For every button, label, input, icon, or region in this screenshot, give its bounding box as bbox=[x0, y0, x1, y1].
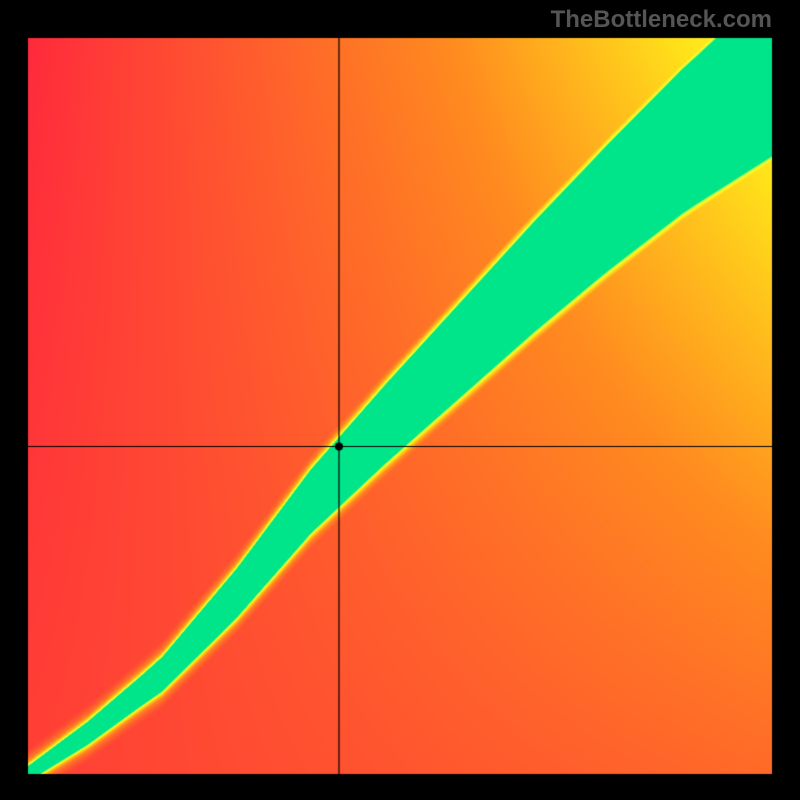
chart-container: TheBottleneck.com bbox=[0, 0, 800, 800]
watermark-text: TheBottleneck.com bbox=[551, 6, 772, 34]
bottleneck-heatmap bbox=[0, 0, 800, 800]
